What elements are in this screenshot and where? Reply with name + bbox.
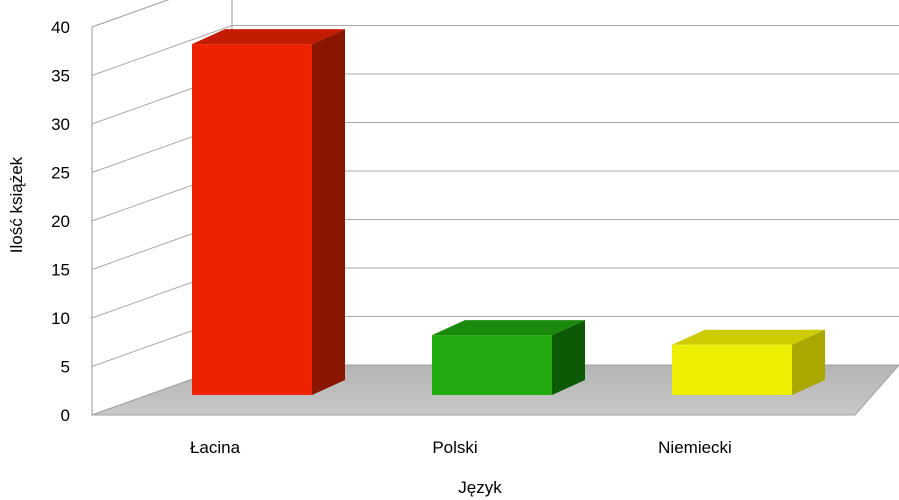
bar-top	[432, 320, 585, 336]
x-tick-label: Łacina	[190, 438, 241, 457]
y-tick-label: 30	[51, 115, 70, 134]
y-tick-label: 15	[51, 261, 70, 280]
bar-front	[192, 44, 312, 395]
x-axis-title: Język	[458, 478, 502, 497]
bar-front	[672, 344, 792, 395]
bar-side	[312, 29, 345, 395]
bar-3	[672, 329, 825, 395]
bar-side	[552, 320, 585, 395]
y-tick-label: 0	[61, 406, 70, 425]
x-tick-label: Niemiecki	[658, 438, 732, 457]
y-tick-label: 20	[51, 212, 70, 231]
bar-1	[192, 29, 345, 395]
y-tick-label: 40	[51, 18, 70, 37]
y-tick-label: 5	[61, 358, 70, 377]
gridline-side	[91, 0, 170, 28]
x-tick-label: Polski	[432, 438, 477, 457]
y-tick-label: 25	[51, 164, 70, 183]
bar-front	[432, 335, 552, 395]
y-tick-label: 10	[51, 309, 70, 328]
y-axis-title: Ilość książek	[7, 156, 26, 253]
y-tick-label: 35	[51, 67, 70, 86]
bar-top	[192, 29, 345, 45]
bar-side	[792, 329, 825, 395]
x-tick-labels: Łacina Polski Niemiecki	[190, 438, 732, 457]
bar-2	[432, 320, 585, 395]
bar-top	[672, 329, 825, 345]
y-tick-labels: 0 5 10 15 20 25 30 35 40	[51, 18, 70, 425]
bars	[192, 29, 825, 395]
gridline-side	[91, 25, 233, 76]
